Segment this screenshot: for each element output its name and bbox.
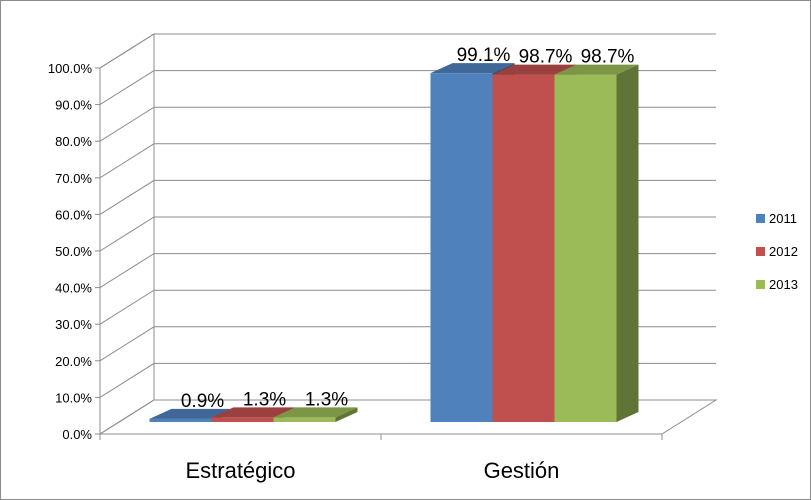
data-label: 1.3%: [305, 389, 348, 410]
data-labels: 0.9% 1.3% 1.3% 99.1% 98.7% 98.7%: [181, 45, 635, 412]
bar-side: [616, 64, 639, 423]
bar-top: [554, 64, 639, 75]
bar-2013-0: [273, 407, 358, 422]
y-tick-label: 30.0%: [55, 317, 92, 332]
bar-2013-1: [554, 64, 639, 423]
data-label: 98.7%: [519, 47, 573, 68]
x-category-label: Gestión: [484, 458, 560, 483]
legend-label: 2013: [769, 277, 798, 292]
bar-front: [211, 417, 274, 422]
y-tick-label: 90.0%: [55, 98, 92, 113]
y-tick-label: 0.0%: [62, 427, 92, 442]
legend-swatch: [756, 247, 765, 256]
y-tick-label: 50.0%: [55, 244, 92, 259]
bar-top: [430, 63, 515, 74]
bar-side: [335, 407, 358, 422]
data-label: 99.1%: [457, 45, 511, 66]
x-category-label: Estratégico: [185, 458, 295, 483]
y-tick-label: 100.0%: [48, 61, 93, 76]
legend-swatch: [756, 280, 765, 289]
bar-top: [492, 64, 577, 75]
y-tick-label: 10.0%: [55, 390, 92, 405]
y-tick-label: 40.0%: [55, 281, 92, 296]
bar-front: [554, 74, 617, 423]
legend-swatch: [756, 214, 765, 223]
legend: 2011 2012 2013: [756, 211, 798, 292]
bar-front: [149, 418, 212, 422]
gridline: [99, 33, 716, 69]
y-tick-label: 20.0%: [55, 354, 92, 369]
y-tick-label: 70.0%: [55, 171, 92, 186]
data-label: 98.7%: [581, 47, 635, 68]
bar-front: [430, 73, 493, 422]
bars: [149, 63, 639, 423]
bar-top: [273, 407, 358, 418]
data-label: 0.9%: [181, 391, 224, 412]
bar-top: [149, 408, 234, 419]
bar-front: [492, 74, 555, 423]
bar-front: [273, 417, 336, 422]
legend-label: 2012: [769, 244, 798, 259]
legend-label: 2011: [769, 211, 797, 226]
y-tick-label: 80.0%: [55, 134, 92, 149]
data-label: 1.3%: [243, 389, 286, 410]
y-tick-label: 60.0%: [55, 207, 92, 222]
bar-top: [211, 407, 296, 418]
